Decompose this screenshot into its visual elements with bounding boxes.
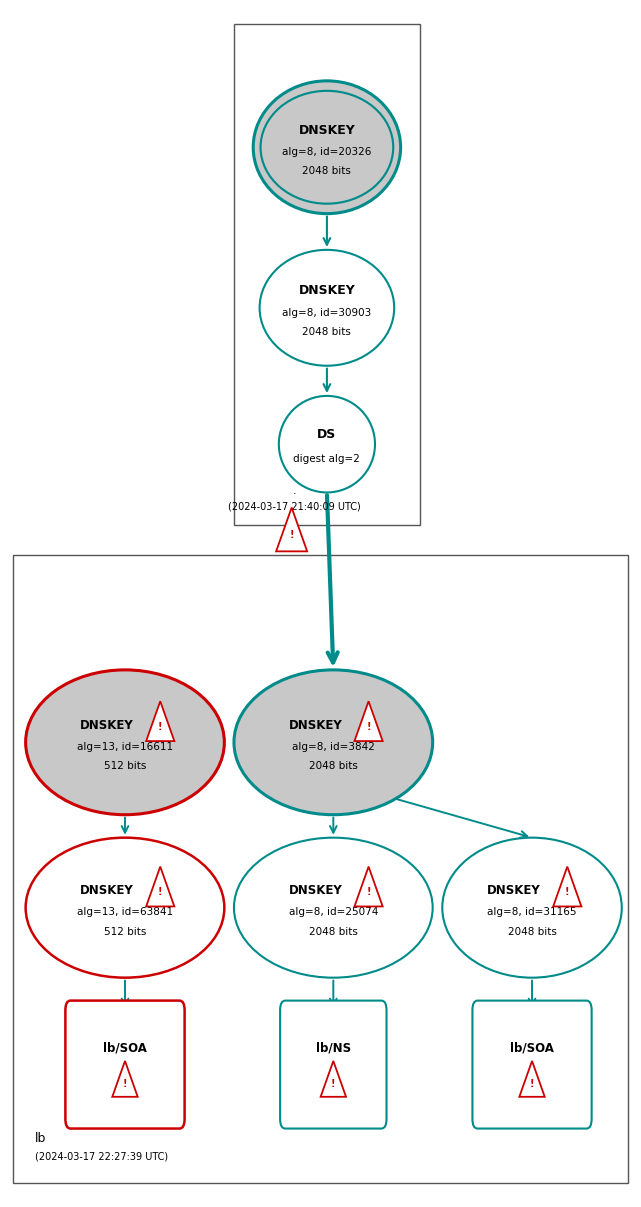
Text: alg=8, id=31165: alg=8, id=31165 bbox=[487, 908, 577, 917]
Text: !: ! bbox=[529, 1079, 535, 1089]
Text: 2048 bits: 2048 bits bbox=[309, 762, 358, 771]
Text: 2048 bits: 2048 bits bbox=[309, 927, 358, 937]
Polygon shape bbox=[112, 1061, 138, 1097]
Text: lb/SOA: lb/SOA bbox=[103, 1042, 147, 1054]
Text: lb/SOA: lb/SOA bbox=[510, 1042, 554, 1054]
Text: alg=8, id=30903: alg=8, id=30903 bbox=[282, 308, 372, 317]
Text: lb: lb bbox=[35, 1132, 47, 1144]
FancyBboxPatch shape bbox=[13, 555, 628, 1183]
Text: 2048 bits: 2048 bits bbox=[508, 927, 556, 937]
Polygon shape bbox=[146, 701, 174, 741]
Text: !: ! bbox=[122, 1079, 128, 1089]
Text: (2024-03-17 21:40:09 UTC): (2024-03-17 21:40:09 UTC) bbox=[228, 502, 362, 512]
Text: alg=13, id=63841: alg=13, id=63841 bbox=[77, 908, 173, 917]
Ellipse shape bbox=[26, 838, 224, 978]
Text: lb/NS: lb/NS bbox=[316, 1042, 351, 1054]
FancyBboxPatch shape bbox=[234, 24, 420, 525]
Text: !: ! bbox=[331, 1079, 336, 1089]
Polygon shape bbox=[519, 1061, 545, 1097]
Text: DNSKEY: DNSKEY bbox=[80, 885, 134, 897]
Polygon shape bbox=[553, 867, 581, 906]
FancyBboxPatch shape bbox=[65, 1001, 185, 1129]
Text: alg=8, id=25074: alg=8, id=25074 bbox=[288, 908, 378, 917]
Ellipse shape bbox=[234, 670, 433, 815]
Text: DNSKEY: DNSKEY bbox=[80, 719, 134, 731]
Text: DNSKEY: DNSKEY bbox=[288, 719, 342, 731]
Ellipse shape bbox=[253, 81, 401, 214]
Text: DNSKEY: DNSKEY bbox=[299, 285, 355, 297]
Text: !: ! bbox=[366, 887, 371, 897]
Text: !: ! bbox=[158, 887, 163, 897]
Text: !: ! bbox=[289, 530, 294, 541]
Polygon shape bbox=[276, 507, 307, 552]
FancyBboxPatch shape bbox=[280, 1001, 387, 1129]
Text: DNSKEY: DNSKEY bbox=[299, 124, 355, 136]
Text: !: ! bbox=[565, 887, 570, 897]
Text: DS: DS bbox=[317, 428, 337, 441]
Text: DNSKEY: DNSKEY bbox=[487, 885, 541, 897]
Polygon shape bbox=[146, 867, 174, 906]
Text: alg=8, id=3842: alg=8, id=3842 bbox=[292, 742, 375, 752]
Text: 2048 bits: 2048 bits bbox=[303, 327, 351, 337]
Text: !: ! bbox=[366, 722, 371, 731]
Text: digest alg=2: digest alg=2 bbox=[294, 454, 360, 463]
Text: 512 bits: 512 bits bbox=[104, 762, 146, 771]
Text: 512 bits: 512 bits bbox=[104, 927, 146, 937]
Ellipse shape bbox=[279, 396, 375, 492]
Text: (2024-03-17 22:27:39 UTC): (2024-03-17 22:27:39 UTC) bbox=[35, 1151, 169, 1161]
Ellipse shape bbox=[234, 838, 433, 978]
Text: !: ! bbox=[158, 722, 163, 731]
Text: .: . bbox=[293, 486, 297, 496]
Polygon shape bbox=[320, 1061, 346, 1097]
Ellipse shape bbox=[260, 250, 394, 366]
Text: alg=13, id=16611: alg=13, id=16611 bbox=[77, 742, 173, 752]
Text: 2048 bits: 2048 bits bbox=[303, 167, 351, 176]
Text: DNSKEY: DNSKEY bbox=[288, 885, 342, 897]
Text: alg=8, id=20326: alg=8, id=20326 bbox=[282, 147, 372, 157]
Ellipse shape bbox=[442, 838, 622, 978]
FancyBboxPatch shape bbox=[472, 1001, 592, 1129]
Ellipse shape bbox=[26, 670, 224, 815]
Polygon shape bbox=[354, 867, 383, 906]
Polygon shape bbox=[354, 701, 383, 741]
